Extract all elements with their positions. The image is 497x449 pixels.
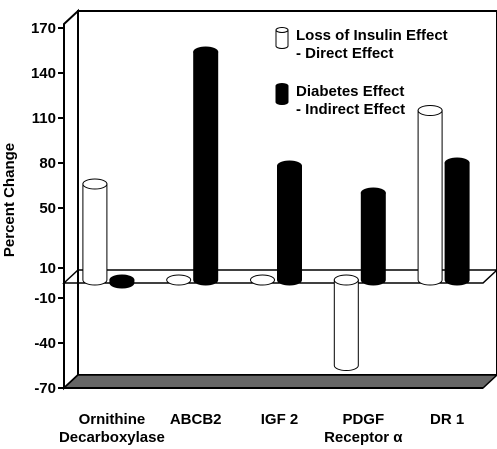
bar — [277, 160, 302, 286]
y-tick-label: 170 — [31, 20, 56, 37]
bar — [417, 105, 443, 286]
bar — [333, 274, 359, 371]
bar — [193, 46, 219, 286]
chart-floor — [62, 374, 497, 389]
bar — [250, 274, 275, 286]
x-category-label: DR 1 — [430, 411, 464, 428]
y-tick-label: -10 — [34, 290, 56, 307]
bar — [360, 187, 386, 286]
legend-item: Loss of Insulin Effect - Direct Effect — [275, 27, 448, 62]
left-wall — [63, 8, 79, 391]
y-tick-label: 80 — [39, 155, 56, 172]
bar — [444, 157, 470, 286]
legend-label: Diabetes Effect - Indirect Effect — [296, 83, 405, 118]
x-category-label: Ornithine Decarboxylase — [59, 411, 165, 446]
y-axis-ticks: 170 140 110 80 50 10 -10 -40 -70 — [31, 20, 64, 397]
legend-item: Diabetes Effect - Indirect Effect — [275, 83, 405, 118]
y-tick-label: 110 — [32, 110, 56, 127]
x-category-label: PDGF Receptor α — [324, 411, 403, 446]
y-tick-label: 50 — [39, 200, 56, 217]
y-tick-label: 10 — [39, 260, 56, 277]
chart-bars — [82, 46, 470, 371]
x-category-label: IGF 2 — [261, 411, 299, 428]
legend: Loss of Insulin Effect - Direct Effect Dia… — [275, 27, 448, 118]
legend-swatch — [275, 85, 289, 105]
bar — [82, 178, 108, 286]
x-axis-category-labels: Ornithine Decarboxylase ABCB2 IGF 2 PDGF Rece… — [59, 411, 464, 446]
y-tick-label: 140 — [31, 65, 56, 82]
legend-label: Loss of Insulin Effect - Direct Effect — [296, 27, 448, 62]
x-category-label: ABCB2 — [170, 411, 222, 428]
bar — [166, 274, 192, 286]
legend-swatch — [275, 29, 289, 49]
y-tick-label: -40 — [34, 335, 56, 352]
bar — [109, 274, 135, 289]
y-tick-label: -70 — [34, 380, 56, 397]
y-axis-title: Percent Change — [1, 143, 18, 257]
